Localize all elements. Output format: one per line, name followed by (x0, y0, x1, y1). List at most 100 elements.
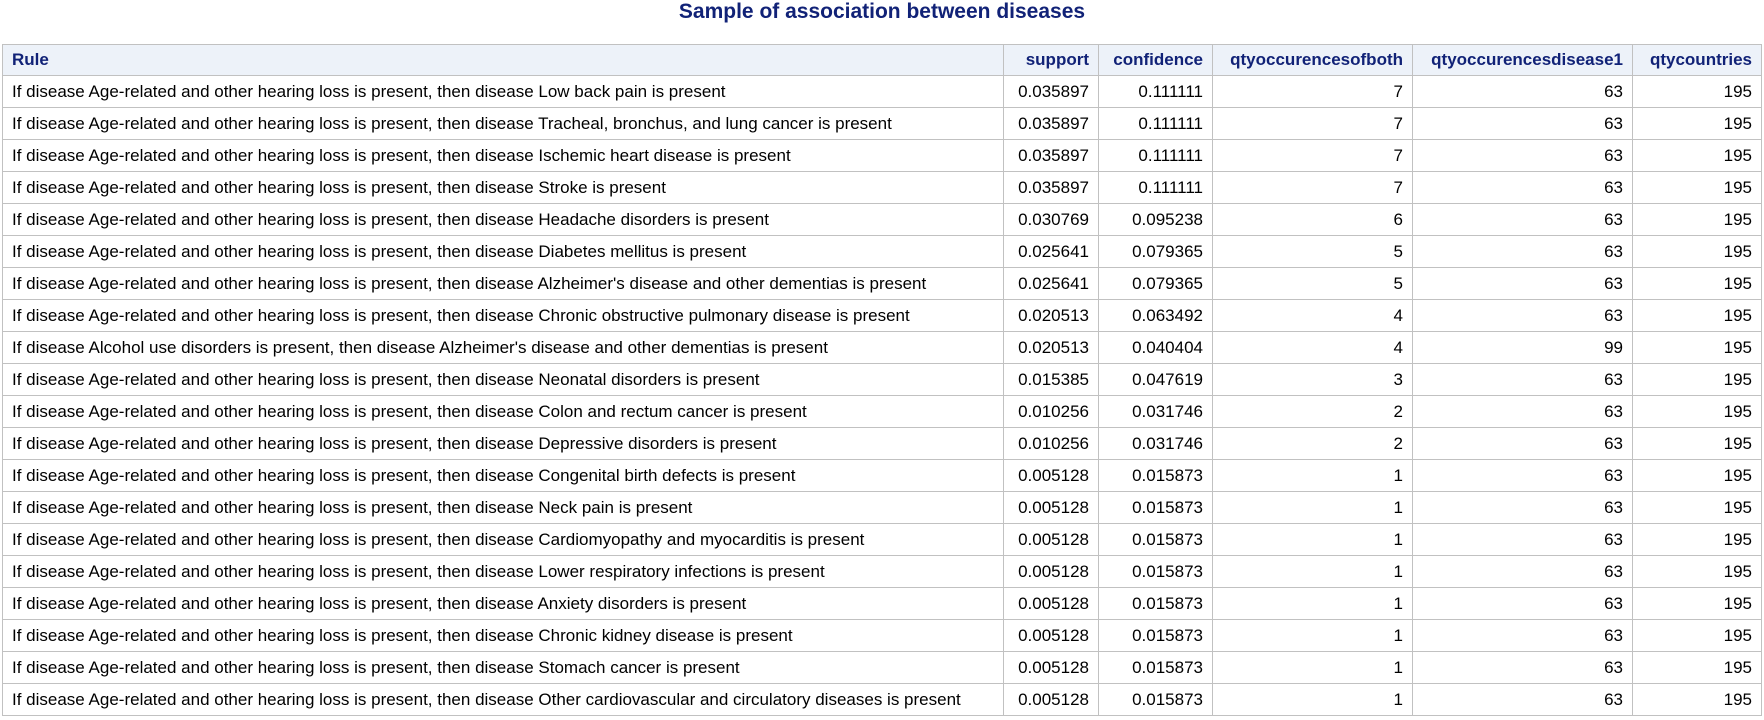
qty-both-cell: 1 (1212, 523, 1413, 556)
confidence-cell: 0.031746 (1098, 395, 1213, 428)
confidence-cell: 0.015873 (1098, 459, 1213, 492)
confidence-cell: 0.040404 (1098, 331, 1213, 364)
qty-disease1-cell: 63 (1412, 427, 1633, 460)
qty-both-cell: 1 (1212, 683, 1413, 716)
table-row: If disease Age-related and other hearing… (2, 171, 1762, 204)
qty-disease1-cell: 63 (1412, 267, 1633, 300)
support-cell: 0.025641 (1003, 235, 1099, 268)
qty-countries-cell: 195 (1632, 427, 1762, 460)
confidence-cell: 0.015873 (1098, 587, 1213, 620)
qty-disease1-cell: 63 (1412, 523, 1633, 556)
confidence-cell: 0.015873 (1098, 619, 1213, 652)
qty-countries-cell: 195 (1632, 587, 1762, 620)
column-header-rule: Rule (2, 44, 1004, 76)
support-cell: 0.005128 (1003, 651, 1099, 684)
qty-disease1-cell: 63 (1412, 171, 1633, 204)
confidence-cell: 0.015873 (1098, 683, 1213, 716)
support-cell: 0.005128 (1003, 619, 1099, 652)
support-cell: 0.035897 (1003, 139, 1099, 172)
qty-countries-cell: 195 (1632, 139, 1762, 172)
support-cell: 0.025641 (1003, 267, 1099, 300)
support-cell: 0.010256 (1003, 395, 1099, 428)
qty-countries-cell: 195 (1632, 363, 1762, 396)
header-row: Rule support confidence qtyoccurencesofb… (2, 44, 1762, 76)
qty-disease1-cell: 63 (1412, 75, 1633, 108)
rule-cell: If disease Age-related and other hearing… (2, 299, 1004, 332)
qty-both-cell: 4 (1212, 331, 1413, 364)
table-row: If disease Age-related and other hearing… (2, 427, 1762, 460)
qty-both-cell: 1 (1212, 491, 1413, 524)
column-header-qtyoccurencesofboth: qtyoccurencesofboth (1212, 44, 1413, 76)
support-cell: 0.030769 (1003, 203, 1099, 236)
table-row: If disease Age-related and other hearing… (2, 267, 1762, 300)
support-cell: 0.005128 (1003, 587, 1099, 620)
rule-cell: If disease Age-related and other hearing… (2, 555, 1004, 588)
qty-disease1-cell: 63 (1412, 619, 1633, 652)
confidence-cell: 0.015873 (1098, 555, 1213, 588)
support-cell: 0.020513 (1003, 299, 1099, 332)
table-row: If disease Age-related and other hearing… (2, 395, 1762, 428)
rule-cell: If disease Age-related and other hearing… (2, 363, 1004, 396)
column-header-qtycountries: qtycountries (1632, 44, 1762, 76)
qty-countries-cell: 195 (1632, 331, 1762, 364)
confidence-cell: 0.111111 (1098, 139, 1213, 172)
rule-cell: If disease Age-related and other hearing… (2, 651, 1004, 684)
support-cell: 0.005128 (1003, 523, 1099, 556)
rule-cell: If disease Alcohol use disorders is pres… (2, 331, 1004, 364)
qty-countries-cell: 195 (1632, 555, 1762, 588)
qty-both-cell: 5 (1212, 235, 1413, 268)
qty-both-cell: 7 (1212, 107, 1413, 140)
table-row: If disease Age-related and other hearing… (2, 491, 1762, 524)
column-header-confidence: confidence (1098, 44, 1213, 76)
support-cell: 0.035897 (1003, 171, 1099, 204)
qty-countries-cell: 195 (1632, 619, 1762, 652)
rule-cell: If disease Age-related and other hearing… (2, 203, 1004, 236)
rule-cell: If disease Age-related and other hearing… (2, 395, 1004, 428)
qty-countries-cell: 195 (1632, 651, 1762, 684)
confidence-cell: 0.015873 (1098, 491, 1213, 524)
qty-both-cell: 3 (1212, 363, 1413, 396)
qty-disease1-cell: 63 (1412, 107, 1633, 140)
table-header: Rule support confidence qtyoccurencesofb… (2, 44, 1762, 76)
qty-disease1-cell: 63 (1412, 139, 1633, 172)
qty-disease1-cell: 63 (1412, 395, 1633, 428)
qty-disease1-cell: 63 (1412, 235, 1633, 268)
qty-countries-cell: 195 (1632, 395, 1762, 428)
qty-both-cell: 1 (1212, 619, 1413, 652)
support-cell: 0.035897 (1003, 107, 1099, 140)
rule-cell: If disease Age-related and other hearing… (2, 171, 1004, 204)
support-cell: 0.035897 (1003, 75, 1099, 108)
table-row: If disease Age-related and other hearing… (2, 235, 1762, 268)
qty-countries-cell: 195 (1632, 523, 1762, 556)
confidence-cell: 0.111111 (1098, 107, 1213, 140)
support-cell: 0.020513 (1003, 331, 1099, 364)
table-row: If disease Age-related and other hearing… (2, 75, 1762, 108)
confidence-cell: 0.095238 (1098, 203, 1213, 236)
table-row: If disease Age-related and other hearing… (2, 619, 1762, 652)
qty-disease1-cell: 63 (1412, 363, 1633, 396)
table-row: If disease Age-related and other hearing… (2, 299, 1762, 332)
support-cell: 0.015385 (1003, 363, 1099, 396)
qty-disease1-cell: 63 (1412, 587, 1633, 620)
support-cell: 0.005128 (1003, 491, 1099, 524)
confidence-cell: 0.015873 (1098, 523, 1213, 556)
table-row: If disease Age-related and other hearing… (2, 107, 1762, 140)
table-row: If disease Alcohol use disorders is pres… (2, 331, 1762, 364)
qty-both-cell: 1 (1212, 459, 1413, 492)
confidence-cell: 0.111111 (1098, 75, 1213, 108)
qty-both-cell: 7 (1212, 139, 1413, 172)
qty-both-cell: 4 (1212, 299, 1413, 332)
qty-disease1-cell: 63 (1412, 683, 1633, 716)
rule-cell: If disease Age-related and other hearing… (2, 75, 1004, 108)
qty-disease1-cell: 63 (1412, 203, 1633, 236)
support-cell: 0.010256 (1003, 427, 1099, 460)
confidence-cell: 0.111111 (1098, 171, 1213, 204)
qty-both-cell: 1 (1212, 587, 1413, 620)
table-row: If disease Age-related and other hearing… (2, 683, 1762, 716)
qty-both-cell: 1 (1212, 555, 1413, 588)
rule-cell: If disease Age-related and other hearing… (2, 459, 1004, 492)
qty-countries-cell: 195 (1632, 459, 1762, 492)
qty-disease1-cell: 63 (1412, 491, 1633, 524)
qty-both-cell: 2 (1212, 427, 1413, 460)
